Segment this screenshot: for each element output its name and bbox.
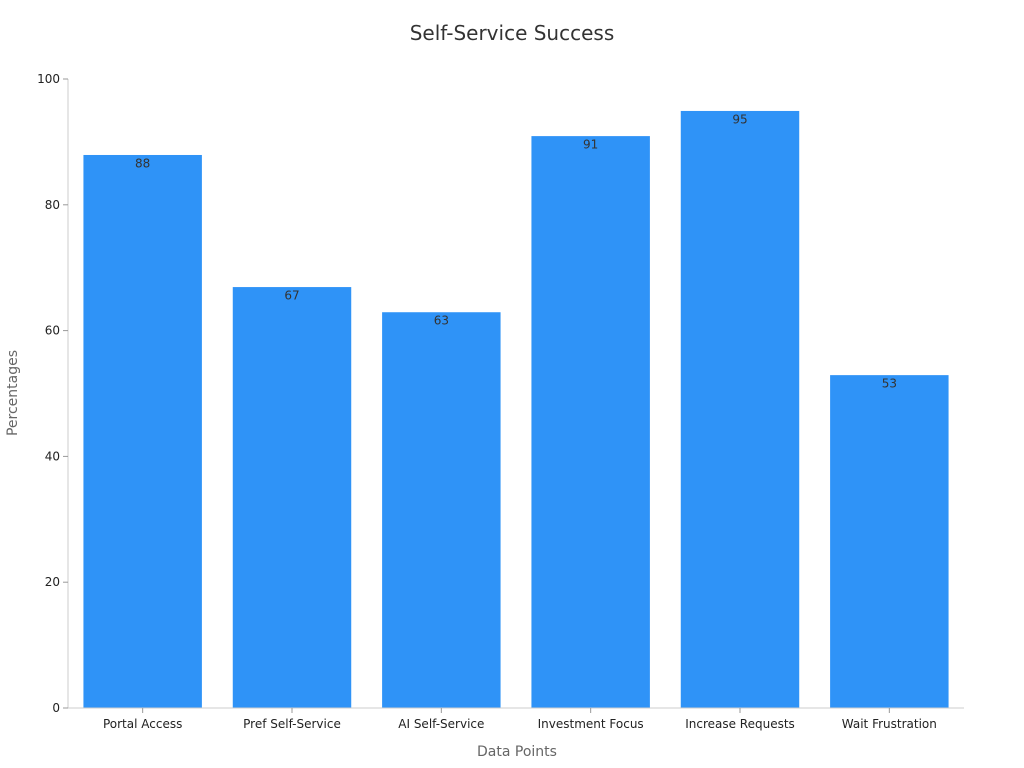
y-axis: 0 20 40 60 80 100: [37, 72, 69, 715]
x-tick-label-5: Wait Frustration: [842, 717, 937, 731]
x-tick-label-1: Pref Self-Service: [243, 717, 341, 731]
y-tick-label-0: 0: [52, 701, 60, 715]
bar-4: [679, 109, 801, 709]
y-tick-label-3: 60: [45, 324, 60, 338]
x-tick-label-4: Increase Requests: [685, 717, 795, 731]
bar-value-label-0: 88: [135, 156, 150, 170]
y-tick-label-1: 20: [45, 575, 60, 589]
x-axis-label: Data Points: [477, 744, 557, 760]
x-axis: Portal Access Pref Self-Service AI Self-Se…: [68, 707, 964, 731]
bar-0: [82, 153, 203, 709]
bar-value-label-3: 91: [583, 138, 598, 152]
chart-title: Self-Service Success: [410, 21, 615, 45]
bar-5: [829, 374, 950, 709]
y-tick-label-4: 80: [45, 198, 60, 212]
bar-value-label-4: 95: [732, 112, 747, 126]
bar-value-label-5: 53: [882, 377, 897, 391]
y-tick-label-2: 40: [45, 449, 60, 463]
bar-1: [231, 286, 353, 709]
x-tick-label-2: AI Self-Service: [398, 717, 484, 731]
y-axis-label: Percentages: [5, 350, 21, 436]
bars: 88 67 63 91 95 53: [82, 109, 950, 709]
bar-2: [381, 311, 502, 709]
y-tick-label-5: 100: [37, 72, 60, 86]
bar-value-label-2: 63: [434, 314, 449, 328]
bar-value-label-1: 67: [284, 289, 299, 303]
bar-3: [530, 135, 651, 709]
x-tick-label-0: Portal Access: [103, 717, 182, 731]
x-tick-label-3: Investment Focus: [538, 717, 644, 731]
